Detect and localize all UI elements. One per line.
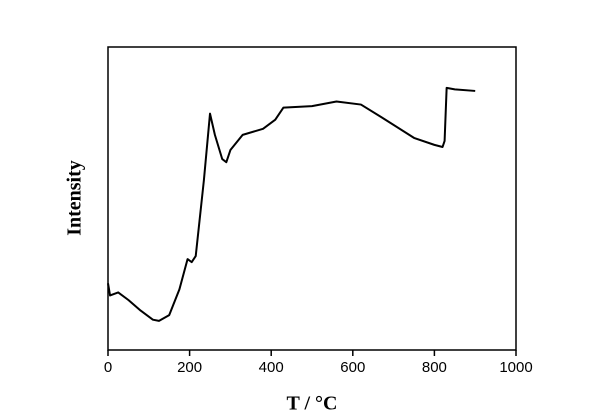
x-tick-label: 800 [422, 359, 447, 376]
x-axis-label: T / °C [287, 393, 338, 415]
x-tick-label: 400 [259, 359, 284, 376]
plot-frame [107, 46, 517, 351]
x-tick-label: 0 [104, 359, 112, 376]
x-tick-label: 600 [340, 359, 365, 376]
x-tick-label: 1000 [499, 359, 532, 376]
x-tick-label: 200 [177, 359, 202, 376]
data-line [107, 86, 476, 322]
y-axis-label: Intensity [64, 160, 86, 236]
